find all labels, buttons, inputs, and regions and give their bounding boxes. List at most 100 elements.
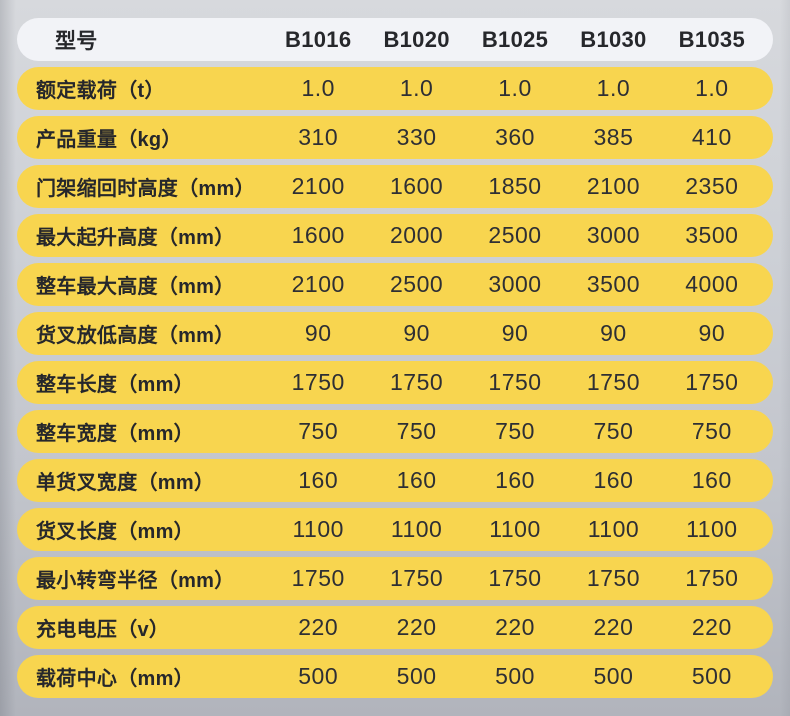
spec-value: 1750 <box>488 565 542 591</box>
spec-value: 360 <box>495 124 535 150</box>
spec-table: 型号 B1016 B1020 B1025 B1030 B1035 额定载荷（t）… <box>17 18 773 698</box>
spec-value: 1100 <box>489 516 541 542</box>
spec-row: 整车宽度（mm） 750 750 750 750 750 <box>17 410 773 453</box>
spec-row-label: 整车宽度（mm） <box>36 423 194 445</box>
spec-value: 750 <box>298 418 339 444</box>
spec-value: 1750 <box>586 565 640 591</box>
spec-value: 500 <box>691 663 732 689</box>
spec-value: 2100 <box>586 173 640 199</box>
spec-row-label: 整车最大高度（mm） <box>36 276 235 298</box>
spec-value: 3000 <box>586 222 640 248</box>
spec-value: 500 <box>495 663 535 689</box>
spec-row-label: 货叉长度（mm） <box>36 521 194 543</box>
spec-value: 1.0 <box>695 75 729 101</box>
spec-value: 2500 <box>488 222 542 248</box>
spec-value: 1.0 <box>399 75 434 101</box>
spec-value: 1750 <box>291 369 345 395</box>
spec-value: 160 <box>298 467 339 493</box>
spec-row: 整车长度（mm） 1750 1750 1750 1750 1750 <box>17 361 773 404</box>
spec-value: 1100 <box>686 516 738 542</box>
spec-row-label: 充电电压（v） <box>36 619 170 641</box>
spec-value: 1750 <box>390 565 444 591</box>
spec-value: 3500 <box>685 222 739 248</box>
spec-value: 1750 <box>390 369 444 395</box>
spec-value: 410 <box>691 124 732 150</box>
spec-row: 额定载荷（t） 1.0 1.0 1.0 1.0 1.0 <box>17 67 773 110</box>
spec-value: 160 <box>396 467 437 493</box>
spec-row-label: 货叉放低高度（mm） <box>36 325 235 347</box>
spec-value: 220 <box>593 614 634 640</box>
spec-row: 门架缩回时高度（mm） 2100 1600 1850 2100 2350 <box>17 165 773 208</box>
spec-value: 750 <box>593 418 634 444</box>
spec-row-label: 整车长度（mm） <box>36 374 194 396</box>
spec-value: 385 <box>593 124 634 150</box>
spec-value: 2000 <box>390 222 444 248</box>
header-model-b1025: B1025 <box>481 26 549 52</box>
spec-row: 整车最大高度（mm） 2100 2500 3000 3500 4000 <box>17 263 773 306</box>
table-header-row: 型号 B1016 B1020 B1025 B1030 B1035 <box>17 18 773 61</box>
spec-value: 90 <box>600 320 627 346</box>
spec-value: 4000 <box>685 271 739 297</box>
spec-value: 220 <box>298 614 339 640</box>
spec-value: 90 <box>698 320 726 346</box>
spec-value: 1100 <box>587 516 640 542</box>
spec-value: 1.0 <box>596 75 631 101</box>
spec-row-label: 最大起升高度（mm） <box>36 227 235 249</box>
spec-value: 90 <box>304 320 332 346</box>
spec-value: 1600 <box>390 173 444 199</box>
spec-value: 1750 <box>685 369 739 395</box>
spec-value: 750 <box>495 418 535 444</box>
spec-value: 1100 <box>390 516 443 542</box>
spec-value: 2100 <box>291 271 345 297</box>
spec-value: 1750 <box>488 369 542 395</box>
spec-value: 330 <box>396 124 437 150</box>
spec-row-label: 额定载荷（t） <box>36 80 165 102</box>
spec-value: 160 <box>593 467 634 493</box>
spec-value: 1750 <box>685 565 739 591</box>
spec-value: 160 <box>691 467 732 493</box>
spec-value: 750 <box>691 418 732 444</box>
spec-value: 2350 <box>685 173 739 199</box>
spec-value: 750 <box>396 418 437 444</box>
spec-value: 2100 <box>291 173 345 199</box>
spec-value: 220 <box>396 614 437 640</box>
spec-row: 单货叉宽度（mm） 160 160 160 160 160 <box>17 459 773 502</box>
spec-row-label: 最小转弯半径（mm） <box>36 570 235 592</box>
spec-row: 充电电压（v） 220 220 220 220 220 <box>17 606 773 649</box>
spec-row: 载荷中心（mm） 500 500 500 500 500 <box>17 655 773 698</box>
spec-row-label: 门架缩回时高度（mm） <box>36 178 255 200</box>
spec-value: 1.0 <box>498 75 532 101</box>
spec-value: 3000 <box>488 271 542 297</box>
header-model-b1030: B1030 <box>580 26 647 52</box>
spec-row: 产品重量（kg） 310 330 360 385 410 <box>17 116 773 159</box>
spec-value: 220 <box>691 614 732 640</box>
spec-value: 1750 <box>586 369 640 395</box>
spec-value: 500 <box>396 663 437 689</box>
spec-value: 220 <box>495 614 535 640</box>
spec-value: 2500 <box>390 271 444 297</box>
spec-value: 500 <box>593 663 634 689</box>
spec-value: 500 <box>298 663 339 689</box>
header-model-b1020: B1020 <box>383 26 450 52</box>
spec-value: 90 <box>403 320 430 346</box>
spec-row-label: 产品重量（kg） <box>36 129 182 151</box>
spec-value: 1600 <box>291 222 345 248</box>
spec-value: 160 <box>495 467 535 493</box>
spec-value: 3500 <box>586 271 640 297</box>
header-model-column-label: 型号 <box>55 29 98 53</box>
spec-value: 1100 <box>292 516 344 542</box>
spec-value: 1.0 <box>301 75 335 101</box>
spec-row: 货叉放低高度（mm） 90 90 90 90 90 <box>17 312 773 355</box>
spec-row-label: 单货叉宽度（mm） <box>36 472 215 494</box>
header-model-b1016: B1016 <box>285 26 352 52</box>
spec-row: 货叉长度（mm） 1100 1100 1100 1100 1100 <box>17 508 773 551</box>
spec-row: 最大起升高度（mm） 1600 2000 2500 3000 3500 <box>17 214 773 257</box>
header-model-b1035: B1035 <box>678 26 745 52</box>
spec-value: 1850 <box>488 173 542 199</box>
spec-value: 1750 <box>291 565 345 591</box>
spec-value: 90 <box>501 320 529 346</box>
spec-value: 310 <box>298 124 339 150</box>
spec-row-label: 载荷中心（mm） <box>36 668 194 690</box>
spec-row: 最小转弯半径（mm） 1750 1750 1750 1750 1750 <box>17 557 773 600</box>
